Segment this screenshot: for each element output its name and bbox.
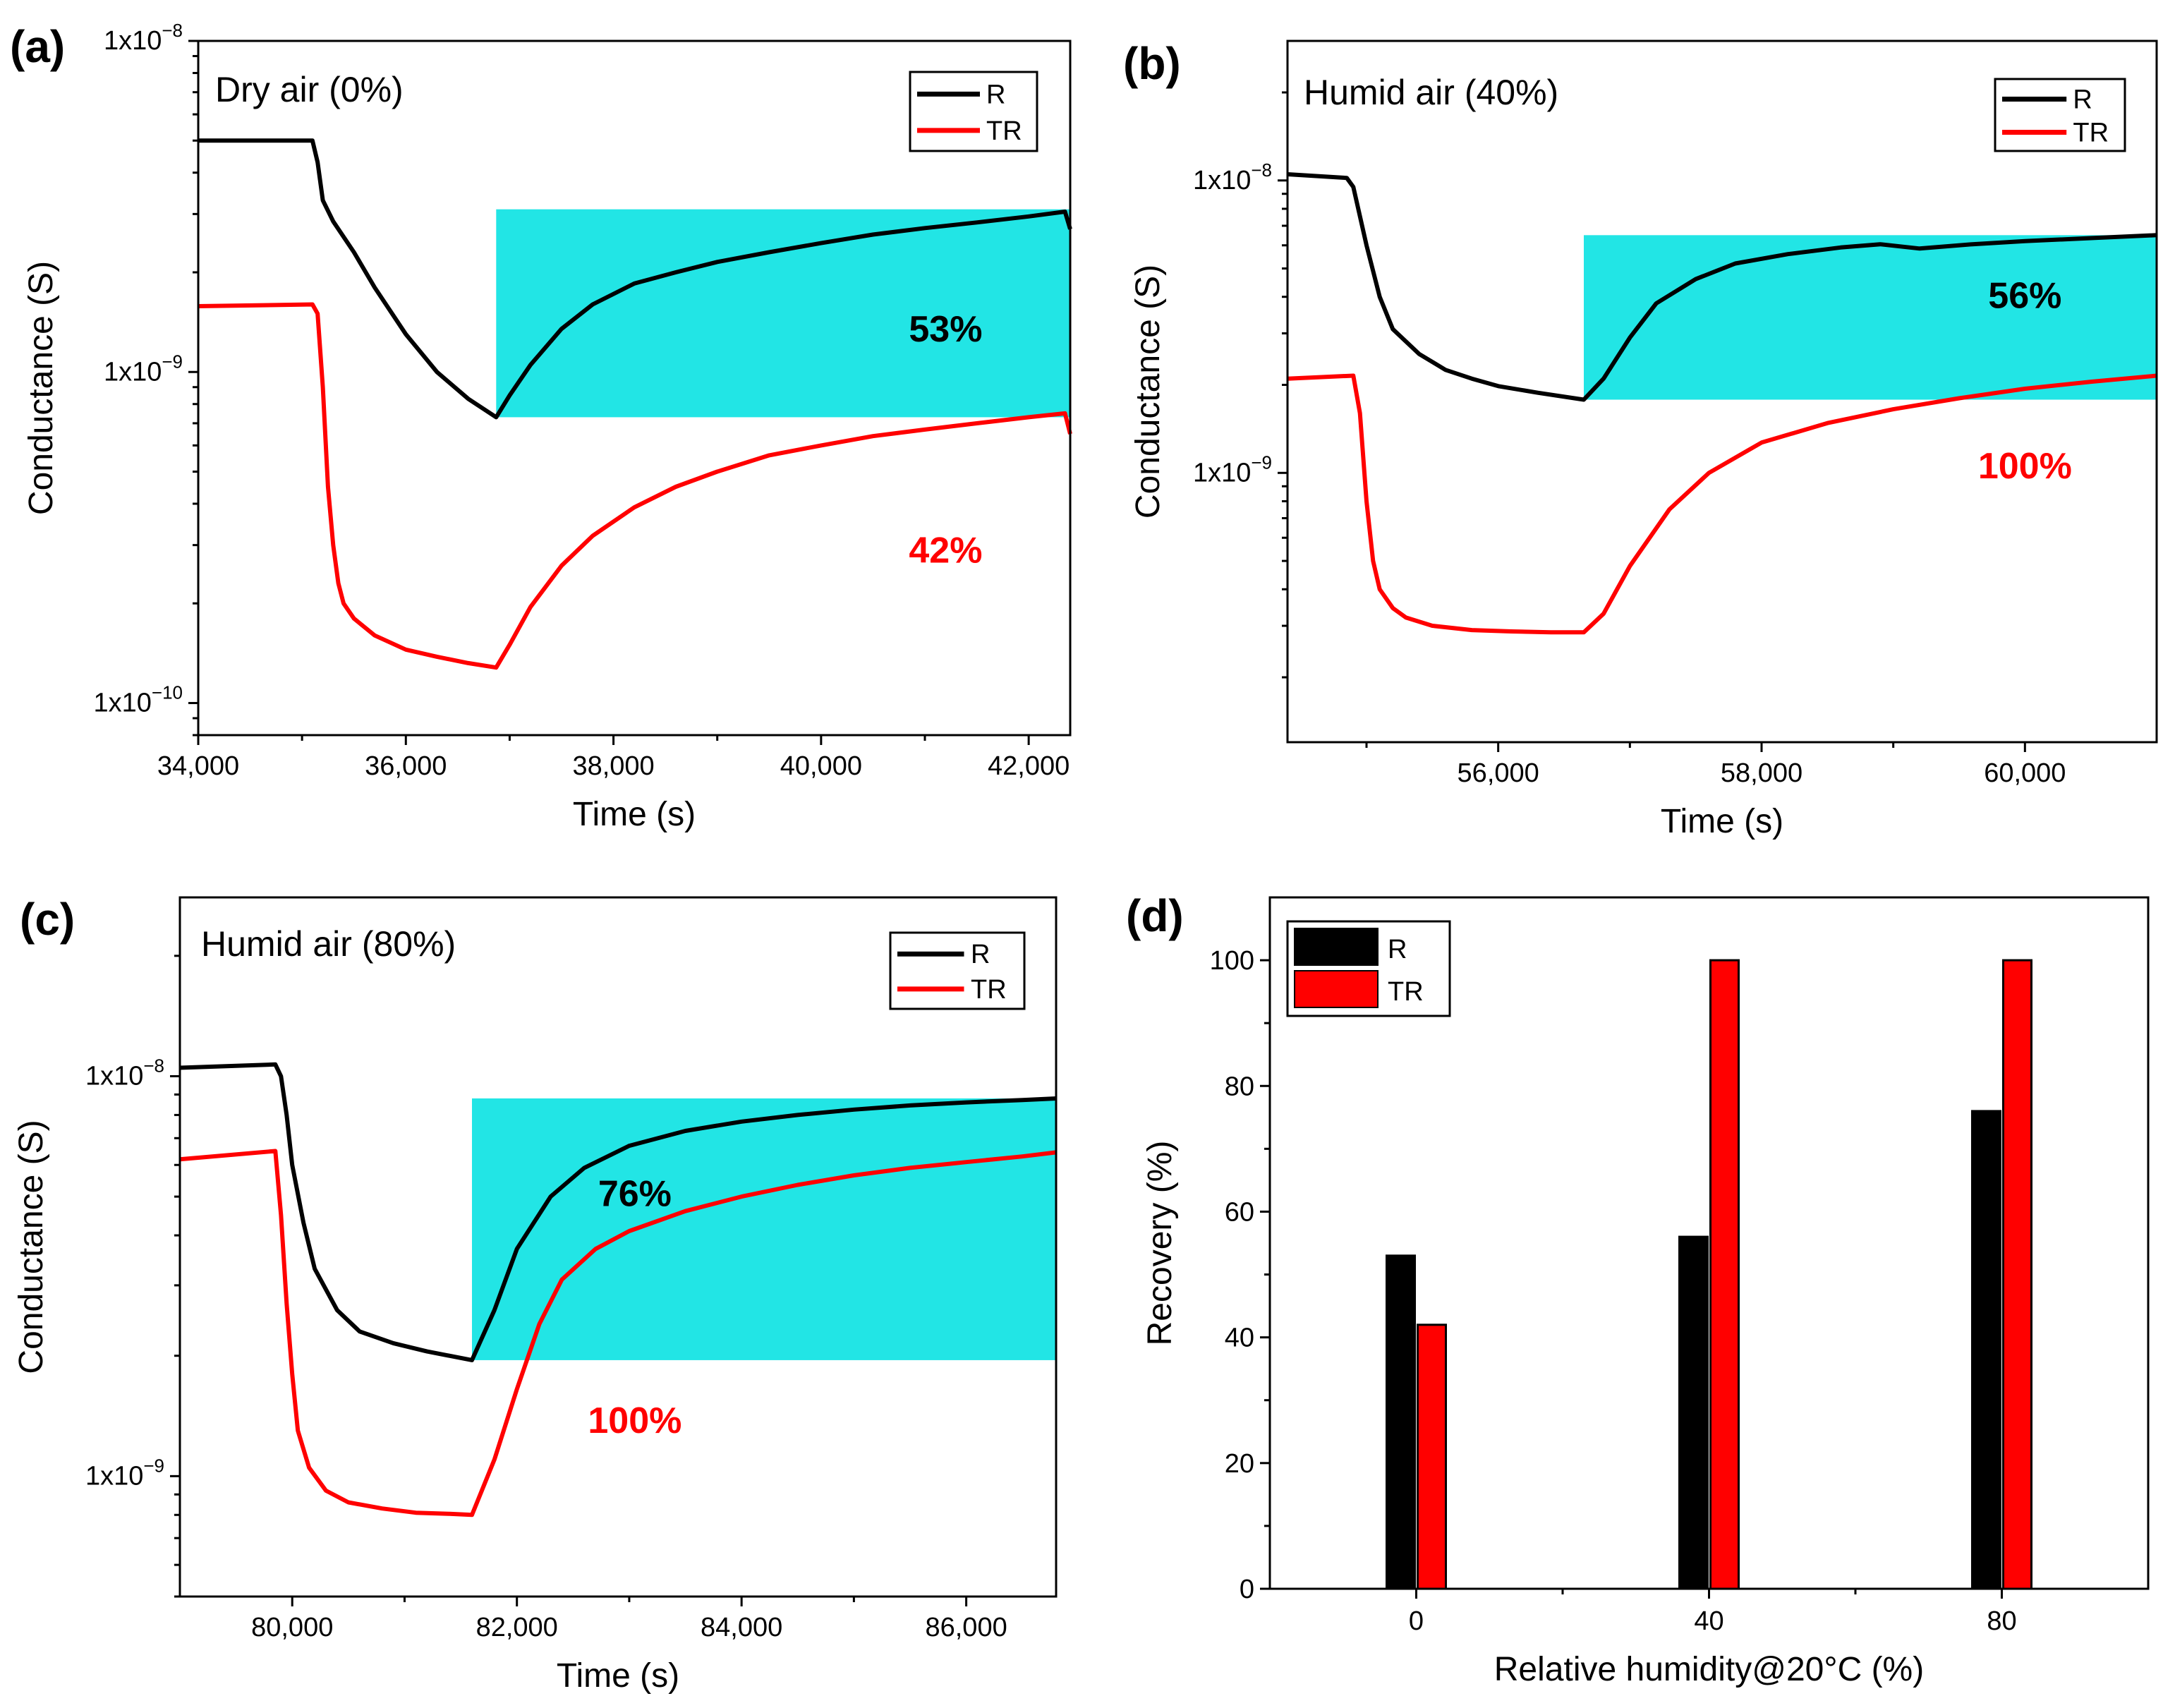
recovery-highlight-region bbox=[496, 209, 1070, 418]
legend-label: R bbox=[986, 80, 1005, 109]
y-tick-label: 1x10−9 bbox=[1193, 452, 1272, 487]
y-tick-mantissa: 1x10 bbox=[1193, 458, 1251, 487]
panel-d: 0 40 80 0 20 40 60 80 100 Relative humidity@20°C … bbox=[1126, 890, 2150, 1688]
x-tick-label: 80 bbox=[1987, 1606, 2016, 1636]
bar-r bbox=[1678, 1235, 1709, 1590]
y-tick-mantissa: 1x10 bbox=[85, 1061, 143, 1091]
x-tick-label: 82,000 bbox=[476, 1613, 558, 1642]
condition-label: Dry air (0%) bbox=[215, 70, 404, 109]
y-tick-exponent: −10 bbox=[152, 682, 183, 703]
recovery-annotation: 56% bbox=[1988, 275, 2061, 316]
panel-a: 34,000 36,000 38,000 40,000 42,0001x10−101x1… bbox=[10, 20, 1072, 833]
y-tick-label: 1x10−9 bbox=[104, 351, 183, 387]
plot-frame bbox=[1286, 40, 2158, 744]
x-tick-label: 86,000 bbox=[925, 1613, 1007, 1642]
legend-swatch-tr bbox=[1294, 970, 1379, 1008]
x-tick-label: 84,000 bbox=[701, 1613, 782, 1642]
x-axis-title: Relative humidity@20°C (%) bbox=[1494, 1651, 1924, 1688]
x-axis-title: Time (s) bbox=[1661, 803, 1783, 840]
recovery-annotation: 42% bbox=[909, 531, 982, 571]
y-tick-label: 1x10−8 bbox=[1193, 159, 1272, 195]
recovery-highlight-region bbox=[472, 1098, 1056, 1360]
x-axis-title: Time (s) bbox=[573, 796, 696, 833]
y-tick-label: 40 bbox=[1225, 1324, 1254, 1353]
y-tick-exponent: −8 bbox=[143, 1055, 164, 1076]
bar-r bbox=[1971, 1110, 2001, 1590]
legend-box bbox=[889, 931, 1026, 1010]
bar-tr bbox=[1417, 1324, 1447, 1590]
x-tick-label: 58,000 bbox=[1721, 758, 1802, 788]
x-tick-label: 40 bbox=[1694, 1606, 1723, 1636]
condition-label: Humid air (40%) bbox=[1304, 73, 1558, 112]
panel-label: (c) bbox=[20, 894, 75, 945]
legend-label: TR bbox=[1388, 977, 1424, 1007]
legend-swatch-r bbox=[1294, 928, 1379, 966]
x-tick-label: 34,000 bbox=[157, 751, 239, 781]
legend-label: TR bbox=[971, 975, 1007, 1005]
condition-label: Humid air (80%) bbox=[201, 924, 456, 964]
recovery-highlight-region bbox=[1584, 235, 2157, 400]
y-tick-label: 20 bbox=[1225, 1449, 1254, 1479]
y-axis-title: Recovery (%) bbox=[1141, 1141, 1179, 1346]
y-tick-mantissa: 1x10 bbox=[93, 689, 151, 718]
y-tick-exponent: −9 bbox=[162, 351, 183, 372]
x-tick-label: 40,000 bbox=[780, 751, 862, 781]
y-tick-mantissa: 1x10 bbox=[1193, 166, 1251, 195]
panel-c: 80,000 82,000 84,000 86,0001x10−91x10−8Time… bbox=[13, 894, 1058, 1695]
x-tick-label: 60,000 bbox=[1984, 758, 2066, 788]
bar-tr bbox=[2002, 959, 2032, 1590]
x-tick-label: 80,000 bbox=[251, 1613, 333, 1642]
legend-label: TR bbox=[2073, 118, 2109, 147]
y-tick-mantissa: 1x10 bbox=[104, 26, 162, 56]
y-tick-label: 100 bbox=[1210, 946, 1254, 976]
y-tick-exponent: −8 bbox=[1251, 159, 1272, 181]
bar-tr bbox=[1709, 959, 1740, 1590]
series-line-tr bbox=[179, 1149, 1057, 1518]
panel-label: (d) bbox=[1126, 890, 1184, 941]
series-line-r bbox=[1287, 172, 2157, 402]
y-tick-label: 1x10−8 bbox=[104, 20, 183, 56]
y-tick-exponent: −9 bbox=[1251, 452, 1272, 473]
y-axis-title: Conductance (S) bbox=[23, 261, 60, 515]
y-tick-label: 1x10−9 bbox=[85, 1455, 164, 1491]
legend-label: TR bbox=[986, 116, 1022, 146]
x-axis-title: Time (s) bbox=[557, 1657, 679, 1695]
legend-label: R bbox=[1388, 935, 1407, 964]
recovery-annotation: 100% bbox=[588, 1400, 681, 1441]
x-tick-label: 0 bbox=[1409, 1606, 1424, 1636]
x-tick-label: 56,000 bbox=[1458, 758, 1539, 788]
panel-label: (a) bbox=[10, 21, 65, 72]
y-tick-label: 1x10−8 bbox=[85, 1055, 164, 1091]
y-tick-exponent: −8 bbox=[162, 20, 183, 41]
y-tick-label: 80 bbox=[1225, 1072, 1254, 1101]
series-line-tr bbox=[1287, 373, 2157, 635]
y-tick-label: 0 bbox=[1240, 1575, 1254, 1604]
bar-r bbox=[1386, 1254, 1416, 1590]
series-line-r bbox=[198, 138, 1072, 420]
legend-label: R bbox=[971, 940, 990, 969]
y-axis-title: Conductance (S) bbox=[13, 1120, 50, 1374]
series-line-tr bbox=[198, 302, 1072, 670]
series-line-r bbox=[179, 1062, 1057, 1362]
legend-label: R bbox=[2073, 85, 2092, 115]
y-axis-title: Conductance (S) bbox=[1129, 265, 1167, 519]
legend-box bbox=[909, 71, 1038, 152]
recovery-annotation: 76% bbox=[598, 1173, 672, 1214]
y-tick-label: 60 bbox=[1225, 1197, 1254, 1227]
panel-label: (b) bbox=[1123, 38, 1181, 89]
y-tick-mantissa: 1x10 bbox=[85, 1461, 143, 1491]
y-tick-exponent: −9 bbox=[143, 1455, 164, 1476]
y-tick-mantissa: 1x10 bbox=[104, 357, 162, 387]
recovery-annotation: 100% bbox=[1978, 446, 2072, 487]
x-tick-label: 36,000 bbox=[365, 751, 447, 781]
plot-frame bbox=[178, 896, 1058, 1598]
y-tick-label: 1x10−10 bbox=[93, 682, 183, 718]
legend-box bbox=[1994, 78, 2126, 152]
recovery-annotation: 53% bbox=[909, 309, 982, 350]
x-tick-label: 42,000 bbox=[988, 751, 1070, 781]
x-tick-label: 38,000 bbox=[572, 751, 654, 781]
